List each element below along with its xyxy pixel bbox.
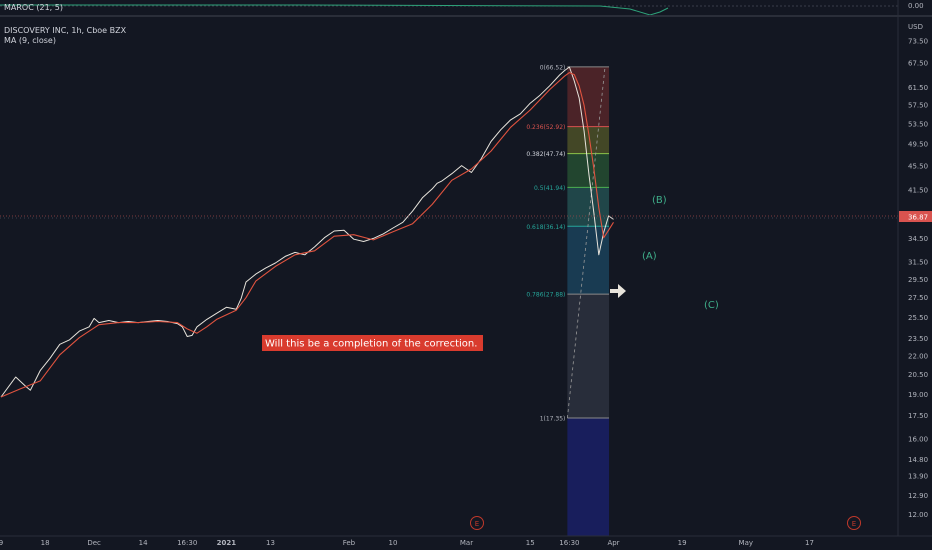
price-tick-label: 53.50 <box>908 120 928 128</box>
wave-label-c: (C) <box>704 300 719 311</box>
time-tick-label: Apr <box>607 539 619 547</box>
price-tick-label: 14.80 <box>908 456 928 464</box>
time-tick-label: 16:30 <box>559 539 579 547</box>
earnings-marker-label: E <box>852 520 856 528</box>
price-tick-label: 27.50 <box>908 294 928 302</box>
earnings-marker-label: E <box>475 520 479 528</box>
price-tick-label: 73.50 <box>908 37 928 45</box>
earnings-marker-2[interactable]: E <box>847 516 861 530</box>
time-tick-label: Dec <box>87 539 101 547</box>
fib-level-label: 0.618(36.14) <box>526 224 565 231</box>
time-tick-label: 13 <box>266 539 275 547</box>
price-tick-label: 49.50 <box>908 141 928 149</box>
price-tick-label: 67.50 <box>908 60 928 68</box>
price-tick-label: 34.50 <box>908 235 928 243</box>
fib-zone <box>567 187 610 227</box>
price-line <box>0 66 614 398</box>
time-tick-label: 17 <box>805 539 814 547</box>
last-price-badge <box>899 211 932 222</box>
fib-level-label: 0(66.52) <box>540 64 566 71</box>
price-tick-label: 17.50 <box>908 412 928 420</box>
time-tick-label: 9 <box>0 539 3 547</box>
price-tick-label: 20.50 <box>908 371 928 379</box>
fib-level-label: 0.786(27.88) <box>526 292 565 299</box>
fibonacci-retracement[interactable]: 0(66.52) 0.236(52.92) 0.382(47.74) 0.5(41.9… <box>526 64 610 536</box>
fib-level-label: 0.5(41.94) <box>534 185 565 192</box>
indicator-axis-top: 0.00 <box>908 2 924 10</box>
arrow-right-icon <box>610 284 626 298</box>
time-tick-label: 18 <box>41 539 50 547</box>
time-axis-ticks: 9 18 Dec 14 16:30 2021 13 Feb 10 Mar 15 16:30 Apr 19 M… <box>0 539 814 547</box>
overlay-annotations: (A) (B) (C) E E Will this be a completio… <box>0 195 898 530</box>
time-tick-label: 10 <box>389 539 398 547</box>
annotation-box[interactable] <box>262 335 483 351</box>
wave-label-b: (B) <box>652 195 667 206</box>
price-tick-label: 12.90 <box>908 492 928 500</box>
price-tick-label: 16.00 <box>908 436 928 444</box>
fib-level-label: 0.236(52.92) <box>526 124 565 131</box>
earnings-marker-1[interactable]: E <box>470 516 484 530</box>
fib-level-label: 1(17.35) <box>540 415 566 422</box>
time-axis[interactable]: 9 18 Dec 14 16:30 2021 13 Feb 10 Mar 15 16:30 Apr 19 M… <box>0 535 932 547</box>
fib-level-label: 0.382(47.74) <box>526 151 565 158</box>
time-tick-label: 14 <box>139 539 148 547</box>
ma-legend[interactable]: MA (9, close) <box>4 36 56 45</box>
wave-label-a: (A) <box>642 251 657 262</box>
currency-label: USD <box>908 23 923 31</box>
price-tick-label: 45.50 <box>908 163 928 171</box>
price-axis-ticks: 73.50 67.50 61.50 57.50 53.50 49.50 45.50 41.50… <box>908 37 928 518</box>
indicator-legend[interactable]: MAROC (21, 5) <box>4 3 63 12</box>
price-tick-label: 22.00 <box>908 352 928 360</box>
fib-zone <box>567 66 610 127</box>
time-tick-label: 16:30 <box>177 539 197 547</box>
price-tick-label: 13.90 <box>908 472 928 480</box>
fib-zone-extension <box>567 417 610 536</box>
price-tick-label: 29.50 <box>908 276 928 284</box>
price-tick-label: 57.50 <box>908 101 928 109</box>
symbol-legend[interactable]: DISCOVERY INC, 1h, Cboe BZX <box>4 26 127 35</box>
price-tick-label: 19.00 <box>908 391 928 399</box>
indicator-pane <box>0 4 932 17</box>
time-tick-label: May <box>739 539 753 547</box>
annotation-text: Will this be a completion of the correct… <box>265 339 477 350</box>
fib-trend-line <box>566 66 606 419</box>
price-series <box>0 66 614 398</box>
price-tick-label: 41.50 <box>908 187 928 195</box>
indicator-line <box>0 4 669 16</box>
time-tick-label: 2021 <box>217 539 237 547</box>
price-axis[interactable]: 0.00 USD 73.50 67.50 61.50 57.50 53.50 49.50 4… <box>897 0 932 536</box>
last-price-label: 36.87 <box>908 214 928 222</box>
price-tick-label: 25.50 <box>908 314 928 322</box>
time-tick-label: 19 <box>678 539 687 547</box>
price-tick-label: 61.50 <box>908 84 928 92</box>
price-tick-label: 31.50 <box>908 259 928 267</box>
time-tick-label: Feb <box>343 539 356 547</box>
price-tick-label: 23.50 <box>908 335 928 343</box>
time-tick-label: 15 <box>526 539 535 547</box>
time-tick-label: Mar <box>460 539 473 547</box>
ma-line <box>0 72 614 398</box>
price-tick-label: 12.00 <box>908 511 928 519</box>
